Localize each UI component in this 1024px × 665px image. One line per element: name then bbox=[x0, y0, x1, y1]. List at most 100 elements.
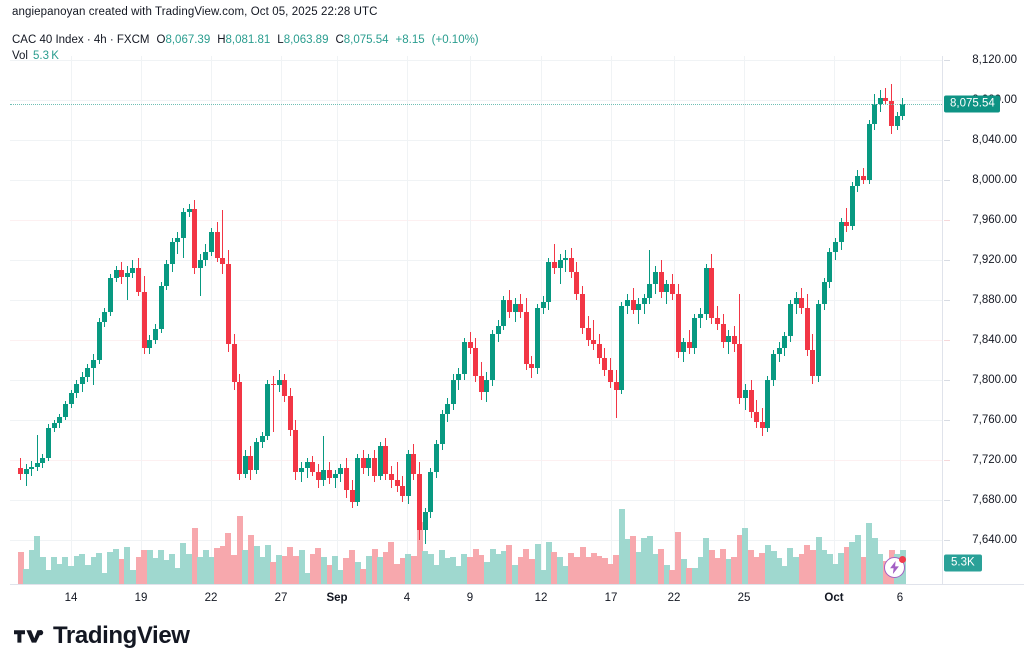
volume-bar bbox=[866, 522, 873, 584]
candle-body bbox=[197, 260, 203, 268]
candle-body bbox=[242, 456, 248, 474]
interval-label[interactable]: 4h bbox=[93, 34, 107, 46]
volume-bar bbox=[843, 546, 850, 584]
candle-body bbox=[731, 336, 737, 344]
candle-body bbox=[321, 470, 327, 480]
candle-body bbox=[209, 232, 215, 252]
volume-bar bbox=[630, 535, 637, 584]
volume-bar bbox=[753, 556, 760, 584]
candle-wick bbox=[553, 244, 555, 274]
candle-wick bbox=[565, 250, 567, 272]
candle-body bbox=[107, 278, 113, 312]
volume-bar bbox=[832, 563, 839, 584]
candlestick-pane[interactable] bbox=[10, 56, 942, 584]
candle-body bbox=[85, 368, 91, 377]
volume-bar bbox=[725, 558, 732, 584]
chart-legend: CAC 40 Index · 4h · FXCM O8,067.39 H8,081.… bbox=[12, 33, 479, 63]
candle-body bbox=[810, 350, 816, 376]
time-axis[interactable]: 14 19 22 27 Sep 4 9 12 17 22 25 Oct 6 bbox=[10, 584, 1024, 611]
price-tick-dash bbox=[944, 460, 950, 461]
volume-bar bbox=[860, 557, 867, 584]
volume-bar bbox=[545, 541, 552, 584]
gridline-horizontal bbox=[10, 220, 942, 221]
volume-bar bbox=[720, 548, 726, 584]
candle-body bbox=[849, 186, 855, 226]
volume-bar bbox=[84, 565, 91, 584]
volume-bar bbox=[793, 557, 800, 584]
volume-bar bbox=[607, 563, 614, 584]
chart-plot-area[interactable] bbox=[10, 56, 942, 584]
symbol-title[interactable]: CAC 40 Index bbox=[12, 34, 84, 46]
time-tick-label: 6 bbox=[896, 592, 904, 604]
volume-bar bbox=[416, 521, 423, 584]
candle-body bbox=[580, 294, 585, 328]
volume-bar bbox=[90, 556, 97, 584]
candle-body bbox=[698, 314, 704, 318]
gridline-vertical bbox=[834, 56, 835, 584]
volume-bar bbox=[118, 558, 125, 584]
volume-bar bbox=[56, 563, 63, 584]
lightning-bolt-icon[interactable] bbox=[884, 556, 906, 578]
volume-bar bbox=[478, 554, 485, 584]
volume-bar bbox=[489, 548, 496, 584]
candle-body bbox=[630, 300, 636, 310]
candle-body bbox=[327, 470, 333, 478]
gridline-horizontal bbox=[10, 420, 942, 421]
candle-body bbox=[585, 328, 591, 340]
volume-bar bbox=[186, 553, 193, 584]
candle-body bbox=[703, 268, 709, 314]
volume-bar bbox=[759, 552, 766, 584]
candle-body bbox=[748, 390, 754, 412]
candle-wick bbox=[728, 330, 730, 354]
time-tick-label: 17 bbox=[604, 592, 618, 604]
volume-bar bbox=[304, 573, 311, 584]
volume-bar bbox=[624, 539, 631, 584]
time-tick-label: 22 bbox=[204, 592, 218, 604]
price-tick-label: 7,920.00 bbox=[972, 254, 1017, 266]
price-tick-label: 7,960.00 bbox=[972, 214, 1017, 226]
candle-body bbox=[62, 404, 68, 417]
candle-body bbox=[417, 474, 423, 530]
volume-bar bbox=[804, 544, 811, 584]
candle-wick bbox=[846, 208, 848, 232]
candle-body bbox=[428, 472, 434, 512]
volume-bar bbox=[854, 534, 861, 584]
candle-body bbox=[130, 268, 136, 273]
volume-label[interactable]: Vol bbox=[12, 50, 28, 62]
price-tick-label: 7,640.00 bbox=[972, 534, 1017, 546]
volume-bar bbox=[495, 553, 502, 584]
volume-bar bbox=[472, 549, 479, 584]
volume-bar bbox=[410, 556, 417, 584]
candle-wick bbox=[334, 470, 336, 488]
legend-row-symbol: CAC 40 Index · 4h · FXCM O8,067.39 H8,081.… bbox=[12, 33, 479, 47]
candle-body bbox=[147, 340, 153, 348]
gridline-vertical bbox=[611, 56, 612, 584]
candle-wick bbox=[306, 458, 308, 478]
candle-body bbox=[799, 298, 805, 308]
volume-bar bbox=[601, 558, 608, 584]
candle-body bbox=[832, 242, 838, 252]
volume-bar bbox=[259, 557, 266, 584]
candle-wick bbox=[559, 254, 561, 284]
volume-bar bbox=[377, 557, 384, 584]
price-axis[interactable]: 8,120.008,080.008,040.008,000.007,960.00… bbox=[942, 54, 1024, 584]
gridline-horizontal bbox=[10, 180, 942, 181]
candle-body bbox=[624, 300, 630, 306]
price-tick-dash bbox=[944, 420, 950, 421]
volume-bar bbox=[714, 558, 721, 584]
candle-body bbox=[574, 272, 580, 294]
gridline-vertical bbox=[71, 56, 72, 584]
candle-body bbox=[74, 384, 80, 393]
gridline-vertical bbox=[407, 56, 408, 584]
time-tick-label: 19 bbox=[134, 592, 148, 604]
candle-body bbox=[900, 104, 906, 116]
candle-wick bbox=[885, 88, 887, 104]
candle-body bbox=[366, 458, 372, 468]
volume-bar bbox=[242, 550, 249, 584]
volume-bar bbox=[680, 558, 687, 584]
volume-bar bbox=[663, 565, 670, 584]
price-tick-label: 7,800.00 bbox=[972, 374, 1017, 386]
candle-body bbox=[641, 298, 647, 304]
volume-bar bbox=[523, 549, 530, 584]
candle-wick bbox=[222, 210, 224, 274]
